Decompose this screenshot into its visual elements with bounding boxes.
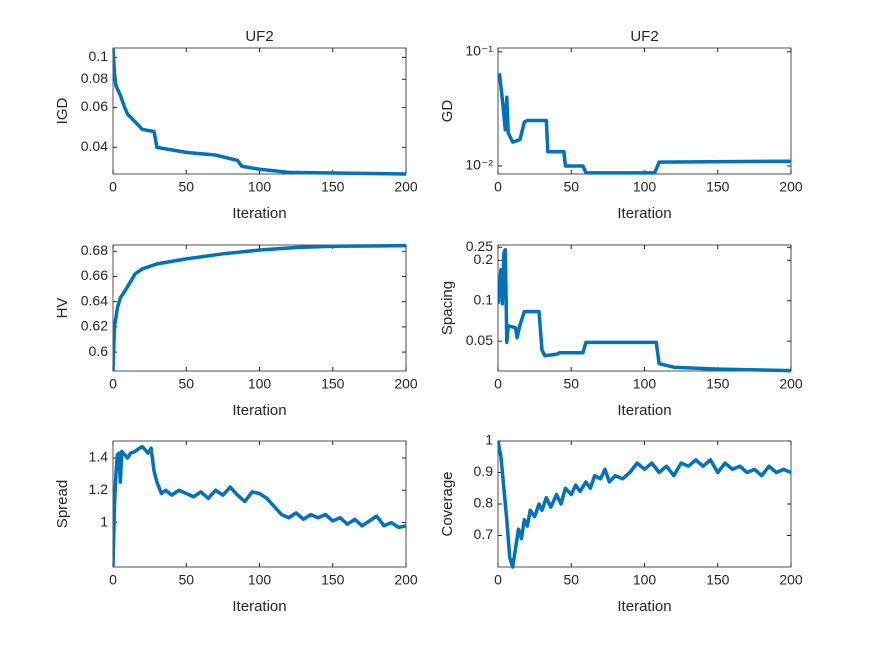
subplot: 0 50 100 150 200 0.6 0.62 0.64 0.66 0.68 Iteration… [54, 242, 418, 419]
x-tick-label: 0 [109, 376, 117, 392]
y-tick-label: 10⁻¹ [465, 43, 493, 59]
y-tick-label: 0.8 [474, 495, 494, 511]
x-axis-label: Iteration [617, 598, 671, 615]
axes-box [497, 47, 792, 175]
y-tick-label: 0.66 [81, 267, 108, 283]
axes-box [497, 244, 792, 372]
subplot: 0 50 100 150 200 0.7 0.8 0.9 1 Iteration Coverage [439, 432, 803, 615]
x-tick-label: 50 [563, 179, 579, 195]
x-axis-label: Iteration [617, 402, 671, 419]
x-tick-label: 150 [706, 179, 730, 195]
x-axis-label: Iteration [232, 402, 286, 419]
x-tick-label: 50 [178, 376, 194, 392]
y-tick-label: 0.04 [81, 138, 108, 154]
x-tick-label: 150 [706, 572, 730, 588]
y-tick-label: 1.2 [89, 481, 109, 497]
data-line [498, 247, 791, 373]
x-tick-label: 0 [494, 376, 502, 392]
y-tick-label: 0.62 [81, 318, 108, 334]
x-tick-label: 100 [248, 376, 272, 392]
x-tick-label: 150 [321, 572, 345, 588]
y-tick-label: 0.08 [81, 70, 108, 86]
y-axis-label: HV [54, 298, 71, 319]
axes-box [112, 440, 407, 568]
x-tick-label: 200 [394, 572, 418, 588]
y-tick-label: 0.7 [474, 526, 494, 542]
y-tick-label: 0.9 [474, 463, 494, 479]
y-axis-label: IGD [54, 98, 71, 125]
y-tick-label: 0.1 [89, 48, 109, 64]
x-axis-label: Iteration [232, 598, 286, 615]
y-tick-label: 0.06 [81, 98, 108, 114]
subplot: 0 50 100 150 200 10⁻² 10⁻¹ UF2 Iteration GD [439, 28, 803, 222]
data-line [113, 243, 406, 372]
x-tick-label: 200 [394, 376, 418, 392]
x-axis-label: Iteration [232, 205, 286, 222]
x-tick-label: 100 [633, 179, 657, 195]
y-tick-label: 0.6 [89, 343, 109, 359]
x-tick-label: 200 [779, 376, 803, 392]
x-tick-label: 150 [706, 376, 730, 392]
x-tick-label: 0 [109, 179, 117, 195]
data-line [498, 440, 791, 569]
x-tick-label: 100 [633, 376, 657, 392]
x-tick-label: 100 [633, 572, 657, 588]
y-axis-label: Spread [54, 480, 71, 528]
subplot-title: UF2 [245, 28, 273, 45]
y-tick-label: 10⁻² [465, 157, 493, 173]
y-tick-label: 0.2 [474, 251, 494, 267]
y-axis-label: Spacing [439, 281, 456, 335]
y-axis-label: GD [439, 100, 456, 123]
y-tick-label: 1 [485, 432, 493, 448]
x-tick-label: 50 [178, 179, 194, 195]
data-line [113, 444, 406, 567]
x-tick-label: 50 [178, 572, 194, 588]
data-line [498, 72, 791, 175]
x-tick-label: 200 [779, 179, 803, 195]
y-tick-label: 0.25 [466, 238, 493, 254]
data-line [113, 47, 406, 176]
x-axis-label: Iteration [617, 205, 671, 222]
x-tick-label: 50 [563, 572, 579, 588]
subplot: 0 50 100 150 200 0.04 0.06 0.08 0.1 UF2 Iteration I… [54, 28, 418, 222]
y-tick-label: 0.1 [474, 291, 494, 307]
x-tick-label: 150 [321, 179, 345, 195]
x-tick-label: 0 [109, 572, 117, 588]
y-tick-label: 0.05 [466, 332, 493, 348]
x-tick-label: 200 [779, 572, 803, 588]
y-tick-label: 0.64 [81, 292, 108, 308]
axes-box [497, 440, 792, 568]
y-axis-label: Coverage [439, 471, 456, 536]
x-tick-label: 50 [563, 376, 579, 392]
x-tick-label: 150 [321, 376, 345, 392]
x-tick-label: 200 [394, 179, 418, 195]
y-tick-label: 1 [100, 513, 108, 529]
x-tick-label: 100 [248, 179, 272, 195]
y-tick-label: 1.4 [89, 449, 109, 465]
y-tick-label: 0.68 [81, 242, 108, 258]
subplot: 0 50 100 150 200 1 1.2 1.4 Iteration Spread [54, 440, 418, 615]
x-tick-label: 100 [248, 572, 272, 588]
subplot-title: UF2 [630, 28, 658, 45]
x-tick-label: 0 [494, 572, 502, 588]
subplot: 0 50 100 150 200 0.05 0.1 0.20.25 Iteration Spaci… [439, 238, 803, 419]
x-tick-label: 0 [494, 179, 502, 195]
axes-box [112, 47, 407, 175]
